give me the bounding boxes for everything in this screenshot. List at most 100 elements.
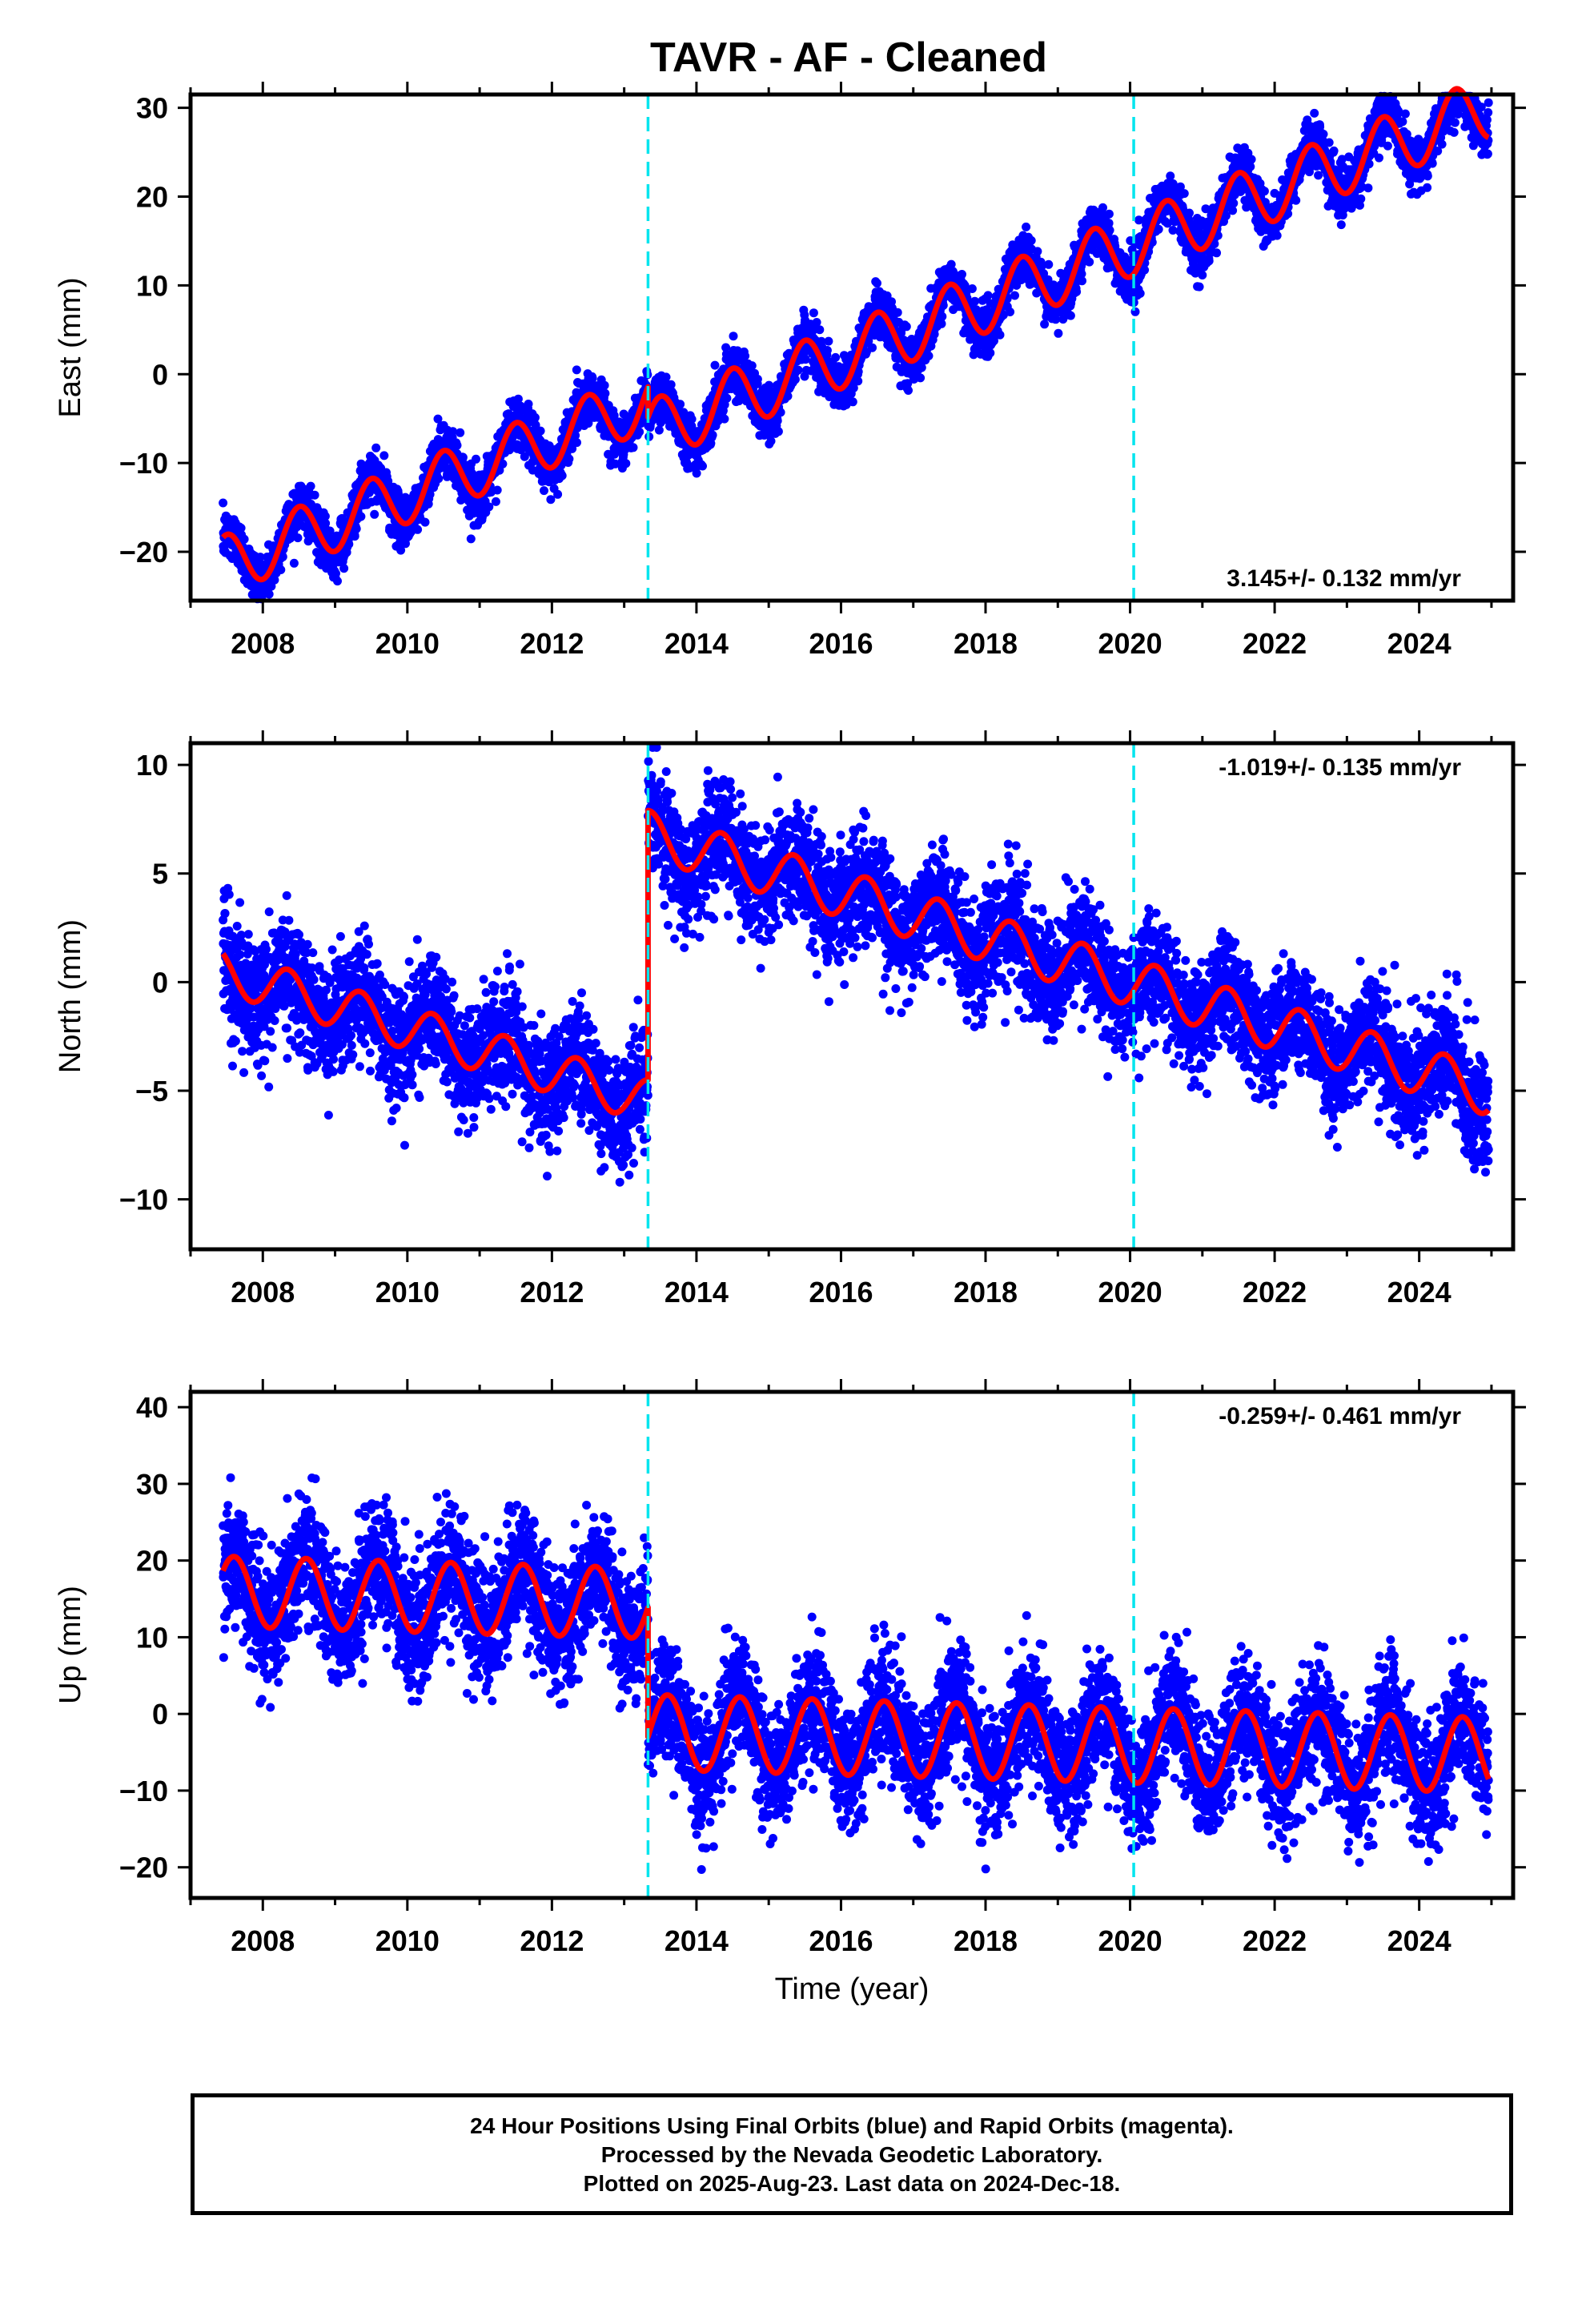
data-point	[491, 497, 500, 506]
data-point	[1010, 291, 1019, 300]
chart-title: TAVR - AF - Cleaned	[650, 34, 1047, 81]
data-point	[236, 523, 246, 533]
data-point	[536, 426, 545, 436]
data-point	[264, 589, 274, 599]
data-point	[904, 386, 913, 395]
data-point	[351, 524, 361, 533]
data-point	[720, 414, 729, 424]
data-point	[255, 553, 265, 562]
data-point	[621, 459, 631, 468]
data-point	[970, 296, 980, 306]
data-point	[350, 532, 359, 541]
data-point	[396, 545, 406, 555]
data-point	[831, 352, 841, 362]
data-point	[600, 388, 610, 398]
data-point	[916, 373, 926, 383]
data-point	[420, 517, 430, 527]
data-point	[710, 360, 720, 370]
data-point	[1066, 311, 1075, 320]
data-point	[995, 330, 1005, 340]
data-point	[1198, 271, 1207, 279]
data-point	[303, 537, 313, 546]
data-point	[1154, 224, 1163, 234]
data-point	[572, 438, 581, 448]
data-point	[286, 533, 295, 543]
data-point	[801, 355, 810, 364]
data-point	[901, 322, 911, 332]
data-point	[1040, 320, 1050, 329]
data-point	[747, 361, 757, 371]
data-point	[239, 534, 249, 544]
data-point	[456, 428, 465, 437]
data-point	[722, 393, 732, 403]
data-point	[1044, 259, 1054, 269]
data-point	[1195, 282, 1204, 292]
data-point	[1078, 276, 1086, 286]
data-point	[986, 348, 995, 358]
data-point	[557, 471, 567, 480]
data-point	[1098, 203, 1107, 212]
east-panel: 2008 2010 2012 2014 2016 2018 2020 2022 2024−20−…	[54, 82, 1526, 660]
data-point	[306, 481, 315, 491]
data-point	[524, 400, 533, 408]
data-point	[289, 558, 299, 568]
data-point	[924, 351, 934, 360]
data-point	[370, 509, 379, 519]
data-point	[325, 526, 335, 536]
data-point	[873, 279, 881, 288]
data-point	[356, 512, 366, 521]
data-point	[983, 291, 993, 300]
data-point	[339, 564, 349, 573]
data-point	[1166, 171, 1175, 181]
data-point	[790, 375, 800, 384]
data-point	[1185, 208, 1194, 218]
data-point	[692, 468, 701, 478]
data-point	[766, 436, 776, 446]
data-point	[320, 512, 330, 521]
data-point	[753, 375, 762, 384]
data-point	[967, 284, 977, 293]
data-point	[452, 440, 462, 450]
data-point	[1135, 288, 1145, 298]
data-point	[1130, 307, 1140, 316]
data-point	[1006, 308, 1015, 316]
data-point	[310, 490, 319, 500]
data-point	[1085, 257, 1094, 267]
data-point	[331, 569, 340, 578]
data-point	[661, 372, 671, 382]
data-point	[530, 412, 540, 422]
data-point	[773, 416, 782, 425]
data-point	[635, 427, 644, 436]
data-point	[687, 414, 697, 424]
data-point	[917, 363, 926, 372]
data-point	[371, 443, 381, 452]
data-point	[270, 575, 279, 585]
data-point	[293, 533, 303, 543]
data-point	[553, 489, 563, 499]
data-point	[466, 534, 476, 544]
data-point	[1072, 287, 1082, 296]
data-point	[793, 365, 803, 375]
data-point	[219, 498, 228, 508]
data-point	[698, 461, 707, 471]
data-point	[868, 343, 877, 352]
data-point	[492, 485, 502, 495]
data-point	[344, 540, 354, 549]
data-point	[809, 308, 818, 318]
data-point	[383, 476, 393, 486]
data-point	[333, 577, 342, 586]
data-point	[600, 380, 609, 390]
data-point	[379, 451, 389, 460]
data-point	[853, 376, 863, 386]
data-point	[1104, 209, 1114, 219]
data-point	[1026, 235, 1036, 245]
data-point	[729, 332, 738, 341]
data-point	[1054, 328, 1063, 338]
data-point	[815, 325, 825, 335]
data-point	[401, 501, 411, 510]
data-point	[564, 454, 574, 464]
data-point	[822, 346, 832, 355]
data-point	[413, 525, 423, 534]
data-point	[572, 365, 581, 375]
